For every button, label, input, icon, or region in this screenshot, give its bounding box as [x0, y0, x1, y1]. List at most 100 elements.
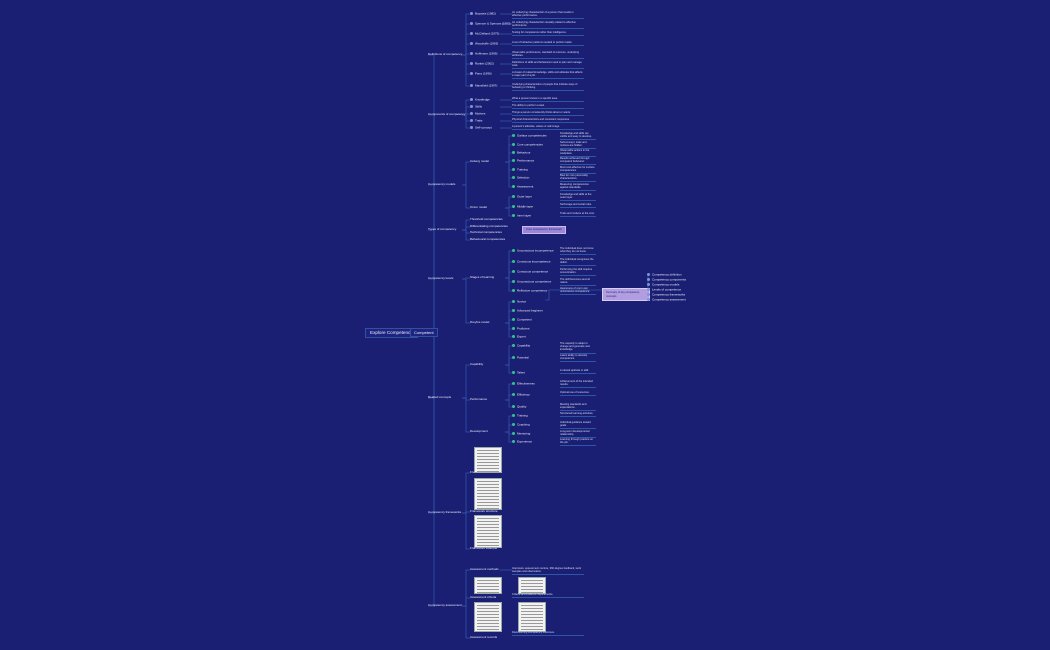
note-text[interactable]: An underlying characteristic causally re… — [512, 21, 584, 30]
note-text[interactable]: Definitions of skills and behaviours use… — [512, 61, 584, 70]
child-node[interactable]: Assessment criteria — [470, 595, 496, 600]
sub-node[interactable]: Competent — [512, 317, 532, 322]
sub-node[interactable]: Conscious competence — [512, 269, 548, 274]
note-text[interactable]: Meeting standards and expectations. — [560, 403, 596, 412]
summary-item[interactable]: Competency assessment — [647, 297, 686, 302]
child-node[interactable]: Onion model — [470, 205, 487, 210]
sub-node[interactable]: Middle layer — [512, 204, 533, 209]
image-thumbnail[interactable] — [474, 577, 502, 594]
sub-node[interactable]: Efficiency — [512, 392, 530, 397]
sub-node[interactable]: Quality — [512, 404, 526, 409]
sub-node[interactable]: Assessment — [512, 184, 533, 189]
child-node[interactable]: Woodruffe (1993) — [470, 41, 498, 46]
sub-node[interactable]: Inner layer — [512, 213, 531, 218]
sub-node[interactable]: Expert — [512, 334, 526, 339]
child-node[interactable]: Dreyfus model — [470, 320, 489, 325]
note-text[interactable]: Documenting competency outcomes. — [512, 631, 584, 637]
summary-item[interactable]: Competency models — [647, 282, 679, 287]
note-text[interactable]: Underlying characteristics of people tha… — [512, 83, 584, 92]
sub-node[interactable]: Coaching — [512, 422, 530, 427]
note-text[interactable]: Things a person consistently thinks abou… — [512, 111, 584, 117]
child-node[interactable]: Boyatzis (1982) — [470, 11, 496, 16]
child-node[interactable]: Assessment methods — [470, 567, 499, 572]
child-node[interactable]: Threshold competencies — [470, 217, 503, 222]
child-node[interactable]: Differentiating competencies — [470, 224, 508, 229]
note-text[interactable]: Performing the skill requires concentrat… — [560, 268, 596, 277]
child-node[interactable]: Mansfield (1997) — [470, 83, 497, 88]
note-text[interactable]: Self-image and social roles. — [560, 203, 596, 209]
note-text[interactable]: Observable performance, standard of outc… — [512, 51, 584, 60]
sub-node[interactable]: Capability — [512, 343, 530, 348]
note-text[interactable]: Awareness of one's own unconscious compe… — [560, 287, 596, 296]
note-text[interactable]: The skill becomes second nature. — [560, 278, 596, 287]
sub-node[interactable]: Experience — [512, 439, 532, 444]
note-text[interactable]: A person's attitudes, values or self-ima… — [512, 125, 584, 131]
highlight-node[interactable]: Core competency framework — [522, 226, 566, 234]
note-text[interactable]: Knowledge and skills at the outer layer. — [560, 193, 596, 202]
note-text[interactable]: Achievement of the intended results. — [560, 380, 596, 389]
sub-node[interactable]: Training — [512, 167, 528, 172]
child-node[interactable]: Behavioural competencies — [470, 237, 505, 242]
note-text[interactable]: A cluster of related knowledge, skills a… — [512, 71, 584, 80]
summary-node[interactable]: Summary of key competency concepts — [602, 288, 650, 302]
note-text[interactable]: Long-term developmental relationship. — [560, 430, 596, 439]
child-node[interactable]: Development — [470, 429, 488, 434]
child-node[interactable]: Iceberg model — [470, 159, 489, 164]
sub-node[interactable]: Core competencies — [512, 142, 543, 147]
note-text[interactable]: Best for core personality characteristic… — [560, 174, 596, 183]
note-text[interactable]: Latent ability to develop competence. — [560, 354, 596, 363]
sub-node[interactable]: Surface competencies — [512, 133, 547, 138]
center-node[interactable]: Competent — [410, 328, 438, 337]
image-thumbnail[interactable] — [518, 577, 546, 594]
branch-2[interactable]: Components of competency — [428, 112, 465, 117]
note-text[interactable]: Interviews, assessment centres, 360-degr… — [512, 567, 584, 576]
note-text[interactable]: Learning through practice on the job. — [560, 438, 596, 447]
sub-node[interactable]: Mentoring — [512, 431, 530, 436]
branch-4[interactable]: Types of competency — [428, 227, 456, 232]
child-node[interactable]: Framework structure — [470, 509, 498, 514]
sub-node[interactable]: Conscious incompetence — [512, 259, 551, 264]
note-text[interactable]: Results achieved through competent behav… — [560, 157, 596, 166]
summary-item[interactable]: Competency components — [647, 277, 686, 282]
child-node[interactable]: Capability — [470, 362, 483, 367]
image-thumbnail[interactable] — [474, 602, 502, 632]
image-thumbnail[interactable] — [474, 515, 502, 548]
note-text[interactable]: A natural aptitude or skill. — [560, 369, 596, 375]
summary-item[interactable]: Competency frameworks — [647, 292, 685, 297]
note-text[interactable]: Optimal use of resources. — [560, 391, 596, 397]
note-text[interactable]: The individual does not know what they d… — [560, 247, 596, 256]
summary-item[interactable]: Levels of competence — [647, 287, 681, 292]
child-node[interactable]: Parry (1996) — [470, 71, 492, 76]
child-node[interactable]: Stages of learning — [470, 275, 494, 280]
sub-node[interactable]: Advanced beginner — [512, 308, 543, 313]
child-node[interactable]: Technical competencies — [470, 230, 502, 235]
child-node[interactable]: Knowledge — [470, 97, 490, 102]
note-text[interactable]: A set of behaviour patterns needed to pe… — [512, 41, 584, 47]
note-text[interactable]: The capacity to adapt to change and gene… — [560, 342, 596, 354]
branch-3[interactable]: Competency models — [428, 182, 455, 187]
sub-node[interactable]: Talent — [512, 370, 525, 375]
sub-node[interactable]: Effectiveness — [512, 381, 535, 386]
child-node[interactable]: Motives — [470, 111, 485, 116]
note-text[interactable]: Criteria and evidence requirements. — [512, 593, 584, 599]
note-text[interactable]: The ability to perform a task. — [512, 104, 584, 110]
note-text[interactable]: The individual recognises the deficit. — [560, 258, 596, 267]
branch-8[interactable]: Competency assessment — [428, 603, 462, 608]
note-text[interactable]: Traits and motives at the core. — [560, 212, 596, 218]
sub-node[interactable]: Selection — [512, 175, 529, 180]
branch-5[interactable]: Competency levels — [428, 276, 453, 281]
sub-node[interactable]: Reflective competence — [512, 288, 547, 293]
sub-node[interactable]: Training — [512, 413, 528, 418]
note-text[interactable]: Most cost-effective for surface competen… — [560, 166, 596, 175]
child-node[interactable]: Skills — [470, 104, 482, 109]
sub-node[interactable]: Behaviour — [512, 150, 531, 155]
branch-1[interactable]: Definitions of competency — [428, 52, 462, 57]
note-text[interactable]: Measuring competencies against standards… — [560, 183, 596, 192]
note-text[interactable]: An underlying characteristic of a person… — [512, 11, 584, 20]
sub-node[interactable]: Outer layer — [512, 194, 532, 199]
image-thumbnail[interactable] — [518, 602, 546, 632]
note-text[interactable]: Individual guidance toward goals. — [560, 421, 596, 430]
child-node[interactable]: Traits — [470, 118, 482, 123]
note-text[interactable]: Physical characteristics and consistent … — [512, 118, 584, 124]
sub-node[interactable]: Unconscious competence — [512, 279, 551, 284]
